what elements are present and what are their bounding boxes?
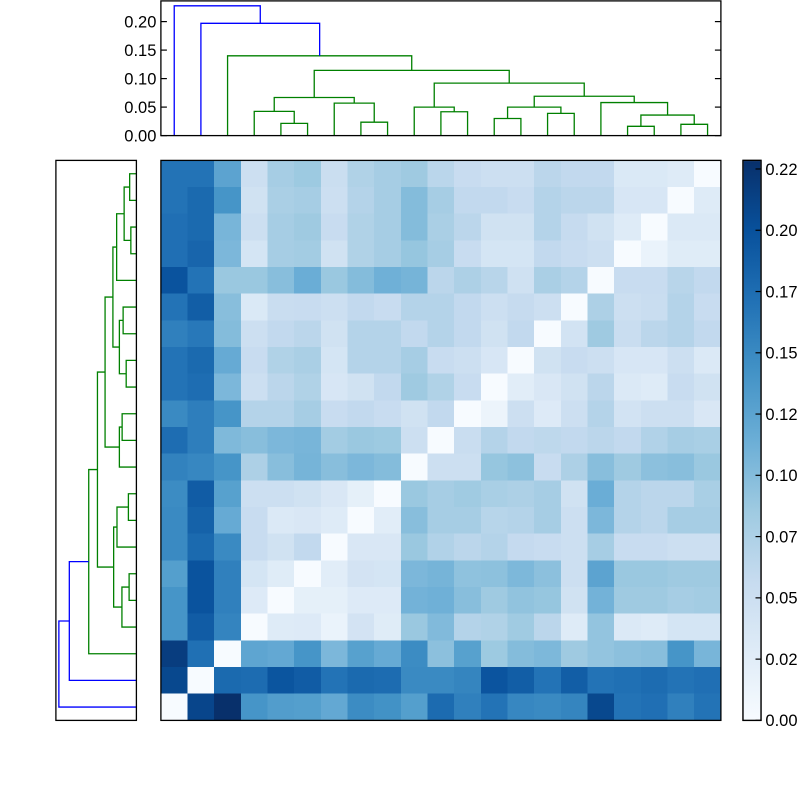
svg-text:0.22: 0.22 — [765, 161, 797, 179]
svg-text:0.15: 0.15 — [124, 42, 156, 60]
svg-text:0.20: 0.20 — [765, 222, 797, 240]
svg-text:0.00: 0.00 — [765, 712, 797, 730]
svg-text:0.15: 0.15 — [765, 345, 797, 363]
svg-text:0.07: 0.07 — [765, 528, 797, 546]
svg-text:0.05: 0.05 — [124, 99, 156, 117]
svg-text:0.05: 0.05 — [765, 590, 797, 608]
svg-text:0.00: 0.00 — [124, 127, 156, 145]
svg-text:0.10: 0.10 — [124, 70, 156, 88]
svg-text:0.20: 0.20 — [124, 13, 156, 31]
svg-text:0.02: 0.02 — [765, 651, 797, 669]
svg-text:0.12: 0.12 — [765, 406, 797, 424]
svg-text:0.10: 0.10 — [765, 467, 797, 485]
svg-text:0.17: 0.17 — [765, 283, 797, 301]
